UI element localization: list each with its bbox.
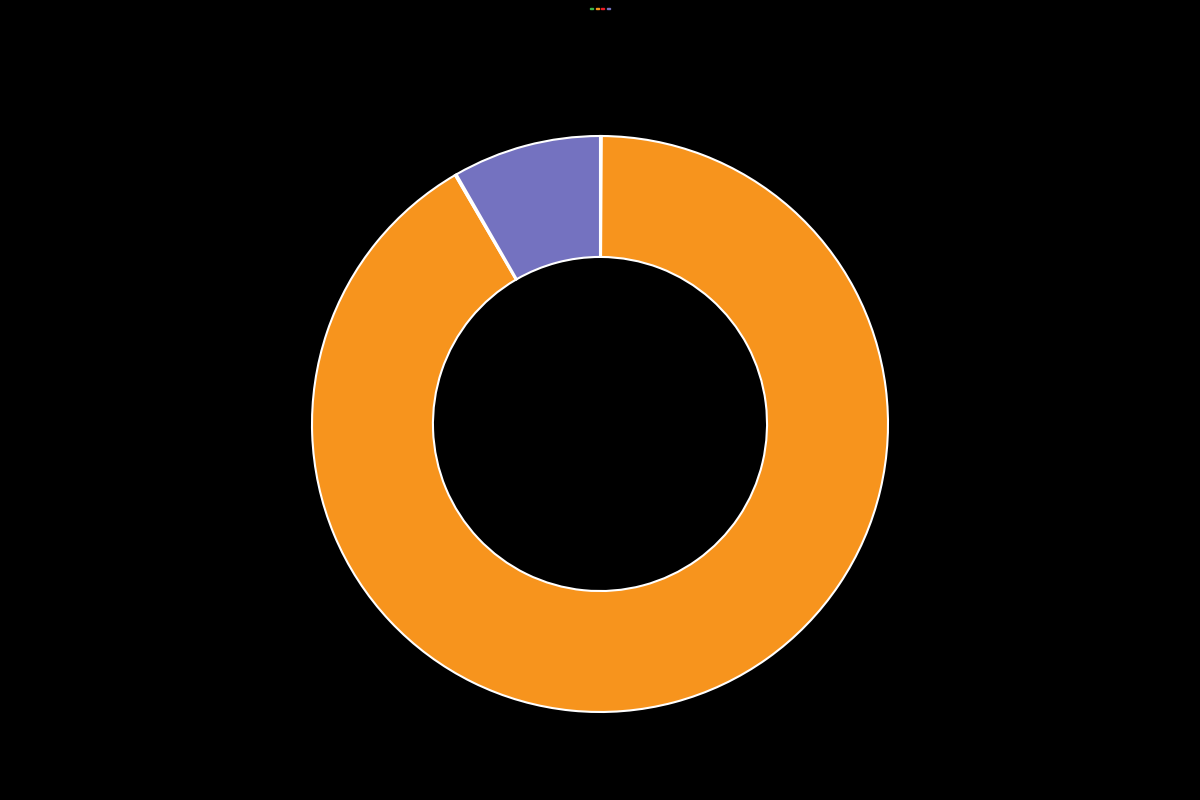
Wedge shape [312, 136, 888, 712]
Wedge shape [456, 136, 600, 279]
Wedge shape [455, 174, 517, 280]
Wedge shape [600, 136, 602, 257]
Legend: , , , : , , , [589, 7, 611, 10]
